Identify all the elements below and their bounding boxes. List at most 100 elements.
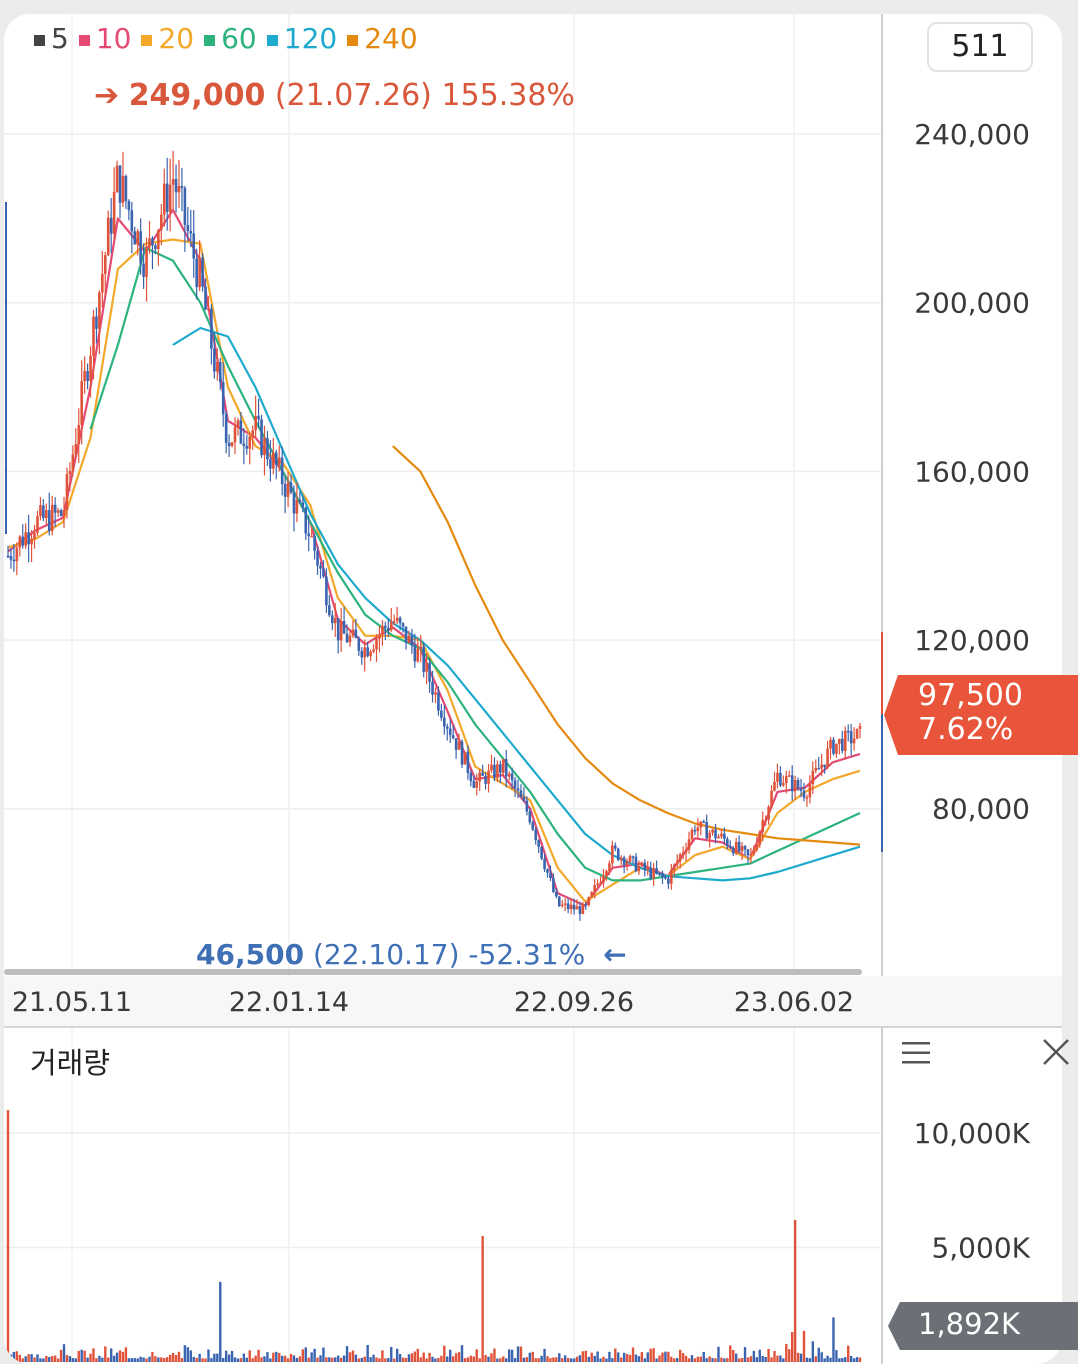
candle-body	[177, 185, 181, 193]
candle-body	[731, 847, 735, 854]
candle-body	[773, 781, 776, 791]
volume-bar	[507, 1349, 511, 1362]
volume-bar	[325, 1357, 328, 1362]
volume-bar	[658, 1355, 661, 1362]
candle-body	[342, 620, 346, 634]
candle-body	[563, 903, 567, 905]
candle-body	[705, 822, 708, 839]
volume-bar	[678, 1349, 682, 1362]
candle-body	[74, 444, 78, 455]
volume-bar	[422, 1352, 425, 1362]
volume-tick-label: 5,000K	[931, 1232, 1030, 1265]
volume-bar	[428, 1352, 431, 1362]
candle-body	[782, 783, 785, 786]
candle-body	[404, 626, 408, 643]
volume-bar	[572, 1358, 576, 1362]
volume-bar	[802, 1330, 806, 1362]
volume-bar	[720, 1357, 723, 1362]
candle-body	[115, 165, 119, 192]
volume-bar	[463, 1358, 467, 1362]
candle-body	[779, 772, 782, 786]
volume-bar	[289, 1353, 293, 1362]
volume-bar	[776, 1355, 779, 1362]
volume-bar	[490, 1353, 493, 1362]
candle-body	[805, 797, 809, 799]
volume-bar	[48, 1356, 51, 1362]
volume-bar	[743, 1347, 747, 1362]
volume-bar	[425, 1358, 428, 1362]
candle-body	[295, 499, 299, 514]
volume-bar	[676, 1358, 679, 1362]
volume-bar	[33, 1357, 36, 1362]
volume-bar	[168, 1354, 172, 1362]
volume-bar	[484, 1354, 487, 1362]
volume-bar	[222, 1357, 225, 1362]
candle-body	[269, 459, 272, 469]
candle-body	[121, 175, 125, 203]
candle-body	[472, 781, 476, 788]
volume-bar	[537, 1358, 540, 1362]
candle-body	[398, 617, 402, 624]
candle-body	[631, 856, 635, 858]
candle-body	[292, 492, 296, 514]
legend-swatch	[78, 34, 90, 46]
volume-bar	[83, 1350, 86, 1362]
volume-bar	[139, 1356, 142, 1362]
volume-bar	[112, 1355, 116, 1362]
candle-body	[130, 210, 134, 232]
candle-body	[602, 875, 605, 883]
candle-body	[678, 854, 682, 862]
candle-body	[257, 415, 260, 420]
candle-body	[761, 820, 765, 832]
menu-icon[interactable]	[900, 1040, 932, 1066]
candle-body	[743, 846, 747, 850]
volume-bar	[808, 1358, 812, 1362]
candle-body	[522, 796, 526, 801]
volume-bar	[269, 1358, 272, 1362]
candle-body	[80, 381, 84, 426]
volume-bar	[410, 1353, 414, 1362]
volume-bar	[86, 1357, 89, 1362]
candle-body	[463, 751, 467, 765]
scrollbar[interactable]	[4, 969, 862, 975]
volume-bar	[634, 1354, 638, 1362]
candle-body	[655, 868, 658, 873]
candle-body	[157, 229, 160, 250]
volume-bar	[755, 1357, 759, 1362]
candle-count-box[interactable]: 511	[927, 22, 1033, 72]
volume-bar	[799, 1353, 803, 1362]
volume-bar	[15, 1351, 19, 1362]
price-chart[interactable]: 80,000 120,000 160,000 200,000 240,000 21.05.…	[4, 14, 1062, 1364]
volume-bar	[790, 1332, 794, 1362]
volume-bar	[566, 1357, 570, 1362]
candle-body	[499, 764, 502, 773]
volume-bar	[702, 1351, 705, 1362]
candle-body	[776, 772, 779, 782]
volume-bar	[95, 1358, 98, 1362]
close-icon[interactable]	[1040, 1036, 1072, 1068]
candle-body	[814, 768, 818, 771]
volume-bar	[472, 1356, 475, 1362]
candle-body	[643, 862, 647, 870]
high-price-label: ➔ 249,000 (21.07.26) 155.38%	[94, 78, 575, 113]
volume-bar	[625, 1354, 629, 1362]
candle-body	[127, 201, 131, 211]
candle-body	[198, 257, 201, 288]
volume-bar	[847, 1345, 850, 1362]
ma-legend: 5 10 20 60 120 240	[34, 22, 428, 55]
volume-bar	[614, 1348, 617, 1362]
volume-bar	[505, 1358, 508, 1362]
candle-body	[504, 759, 508, 777]
volume-bar	[667, 1351, 670, 1362]
legend-swatch	[141, 34, 153, 46]
candle-body	[24, 532, 27, 546]
legend-item-120: 120	[266, 22, 338, 55]
date-tick-label: 22.09.26	[514, 987, 634, 1018]
candle-body	[124, 175, 128, 202]
price-tick-label: 240,000	[914, 118, 1030, 151]
candle-body	[103, 255, 107, 274]
candle-body	[466, 751, 470, 773]
candle-body	[266, 438, 269, 460]
legend-label: 120	[283, 22, 338, 55]
volume-bar	[298, 1356, 302, 1362]
